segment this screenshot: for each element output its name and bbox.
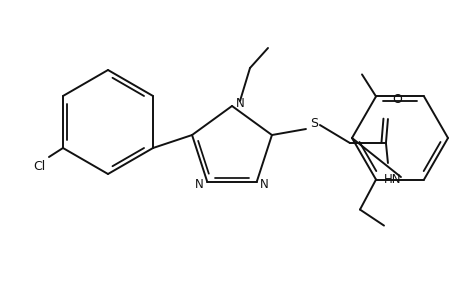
Text: N: N xyxy=(235,97,244,110)
Text: Cl: Cl xyxy=(33,160,45,172)
Text: N: N xyxy=(195,178,203,191)
Text: HN: HN xyxy=(383,172,401,185)
Text: S: S xyxy=(309,116,317,130)
Text: N: N xyxy=(260,178,269,191)
Text: O: O xyxy=(391,92,401,106)
